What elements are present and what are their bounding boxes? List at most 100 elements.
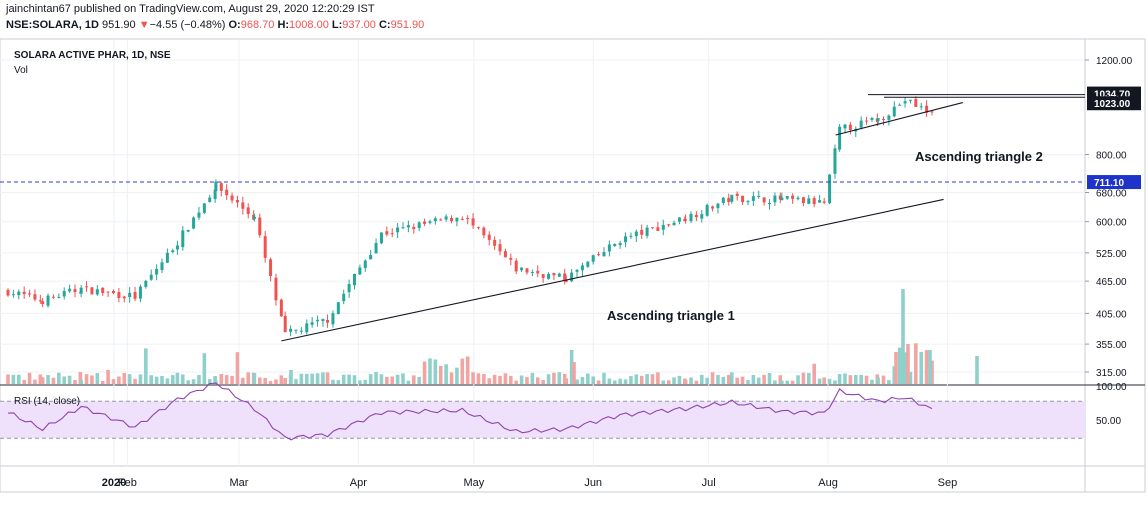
price-tag [1087,96,1141,111]
candle-body [175,245,179,250]
volume-bar [428,358,432,384]
candle-body [390,233,394,235]
volume-bar [914,343,918,384]
volume-bar [73,380,77,384]
candle-body [241,202,245,209]
candle-body [68,288,72,292]
volume-bar [535,377,540,384]
high-label: H: [277,19,290,31]
volume-bar [38,374,43,384]
candle-body [586,261,590,267]
volume-bar [27,372,32,384]
volume-bar [699,374,704,384]
volume-bar [903,352,907,384]
volume-bar [487,378,492,384]
candle-body [807,198,811,204]
volume-bar [95,373,100,384]
volume-bar [40,377,45,384]
volume-bar [106,369,110,384]
candle-body [353,273,356,286]
volume-bar [16,374,21,384]
open-label: O: [228,19,241,31]
candle-body [656,227,660,232]
candle-body [252,216,256,219]
volume-bar [623,379,628,384]
volume-bar [252,373,257,384]
time-axis-label: Jun [584,477,602,489]
candle-body [796,197,800,200]
volume-bar [46,375,50,384]
candle-body [493,239,497,246]
volume-bar [331,379,335,384]
volume-bar [726,374,731,384]
candle-body [321,319,325,322]
candle-body [881,119,885,121]
volume-bar [299,373,304,384]
volume-bar [78,372,83,384]
volume-bar [186,380,190,384]
volume-bar [666,380,671,384]
volume-bar [455,367,459,384]
volume-bar [928,350,932,384]
candle-body [848,124,852,131]
candle-body [144,280,148,287]
volume-bar [618,378,622,384]
volume-bar [279,375,284,384]
volume-bar [411,375,416,384]
volume-bar [117,376,121,384]
candle-body [741,195,745,203]
volume-bar [304,373,309,384]
volume-bar [11,374,16,384]
price-tag-label: 711.10 [1094,178,1124,189]
candle-body [828,174,832,204]
low-label: L: [331,19,343,31]
candle-body [417,222,421,228]
volume-bar [897,347,902,384]
volume-bar [710,372,715,384]
volume-bar [471,372,475,384]
volume-bar [509,375,513,384]
candle-body [197,212,201,218]
candle-body [279,299,283,317]
candle-body [11,294,15,296]
volume-bar [379,374,384,384]
candle-body [214,181,218,192]
last-price: 951.90 [101,19,136,31]
volume-bar [341,374,346,384]
candle-body [138,286,142,299]
volume-bar [650,374,655,384]
price-axis-label: 525.00 [1096,249,1127,260]
candle-body [536,270,540,274]
candle-body [455,217,459,222]
volume-bar [569,349,574,384]
price-axis-label: 680.00 [1096,188,1127,199]
volume-bar [444,364,448,384]
candle-body [28,293,32,295]
volume-bar [767,373,772,384]
annotation-triangle-2: Ascending triangle 2 [915,149,1043,164]
high-value: 1008.00 [289,19,329,31]
rsi-band [0,401,1085,439]
candle-body [634,231,638,237]
volume-bar [449,372,454,384]
candle-body [818,200,822,203]
candle-body [186,230,190,232]
volume-bar [406,380,411,384]
candle-body [773,195,777,203]
volume-bar [438,365,443,384]
candle-body [730,194,734,202]
volume-bar [661,380,666,384]
volume-bar [235,352,240,384]
volume-bar [219,374,224,384]
candle-body [95,289,99,295]
volume-bar [721,376,726,384]
volume-bar [881,375,886,384]
candle-body [564,279,568,282]
volume-bar [827,378,832,384]
candle-body [133,292,137,299]
candle-body [721,197,725,203]
volume-bar [683,379,688,384]
candle-body [838,126,842,150]
candle-body [735,193,739,196]
